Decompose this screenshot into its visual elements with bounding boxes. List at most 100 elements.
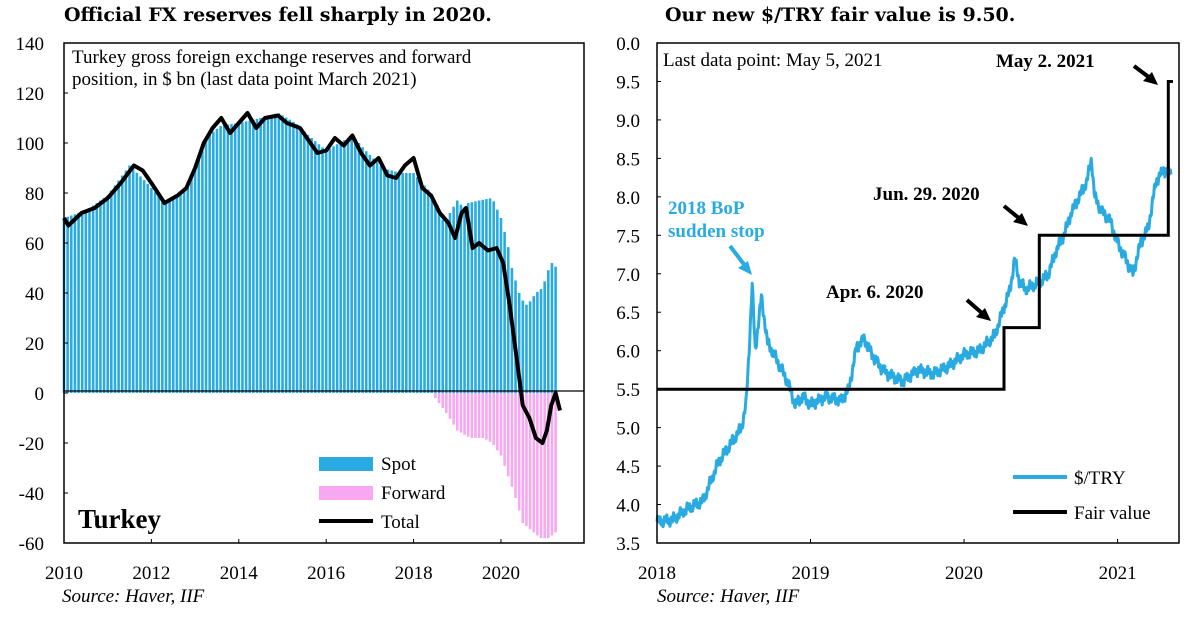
spot-bar bbox=[69, 215, 73, 393]
callout-apr-2020: Apr. 6. 2020 bbox=[826, 282, 923, 303]
spot-bar bbox=[262, 116, 266, 393]
forward-bar bbox=[492, 393, 495, 446]
forward-bar bbox=[474, 393, 477, 438]
spot-bar bbox=[397, 172, 401, 393]
spot-bar bbox=[131, 169, 135, 393]
callout-apr-2020-arrow bbox=[965, 298, 991, 321]
forward-bar bbox=[437, 393, 441, 403]
right-x-tick-label: 2021 bbox=[1099, 563, 1137, 584]
right-y-tick-label: 4.0 bbox=[616, 496, 640, 517]
spot-bar bbox=[521, 300, 525, 393]
spot-bar bbox=[379, 165, 383, 393]
right-x-tick-label: 2018 bbox=[638, 563, 676, 584]
spot-bar bbox=[150, 188, 153, 393]
spot-bar bbox=[423, 185, 426, 393]
left-annotation-line2: position, in $ bn (last data point March… bbox=[72, 69, 417, 90]
spot-bar bbox=[357, 143, 361, 393]
spot-bar bbox=[281, 115, 284, 393]
spot-bar bbox=[463, 207, 466, 393]
spot-bar bbox=[488, 198, 492, 393]
spot-bar bbox=[186, 181, 190, 393]
spot-bar bbox=[466, 203, 470, 393]
forward-bar bbox=[499, 393, 503, 456]
left-y-tick-label: -40 bbox=[19, 484, 44, 505]
spot-bar bbox=[204, 140, 208, 393]
spot-bar bbox=[492, 201, 495, 393]
spot-bar bbox=[88, 208, 91, 393]
forward-bar bbox=[485, 393, 488, 440]
spot-bar bbox=[543, 281, 546, 393]
forward-bar bbox=[510, 393, 514, 487]
left-x-tick-label: 2014 bbox=[220, 563, 259, 584]
spot-bar bbox=[66, 216, 69, 393]
callout-2018-line1: 2018 BoP bbox=[668, 198, 745, 219]
spot-bar bbox=[215, 128, 219, 394]
spot-bar bbox=[394, 171, 397, 393]
right-chart: 0.0 9.5 9.0 8.5 8.0 7.5 7.0 6.5 6.0 5.5 5.0 4.5 4.0 3… bbox=[616, 34, 1180, 584]
spot-bar bbox=[270, 114, 273, 393]
spot-bar bbox=[295, 124, 299, 393]
forward-bar bbox=[517, 393, 521, 511]
right-y-tick-label: 7.5 bbox=[616, 226, 640, 247]
right-y-tick-label: 6.0 bbox=[616, 342, 640, 363]
left-y-tick-label: 100 bbox=[16, 134, 45, 155]
left-annotation-line1: Turkey gross foreign exchange reserves a… bbox=[72, 47, 472, 68]
spot-bar bbox=[434, 203, 437, 393]
left-y-tick-label: 20 bbox=[25, 334, 44, 355]
spot-bar bbox=[503, 231, 506, 393]
left-y-ticks: 140 120 100 80 60 40 20 0 -20 -40 -60 bbox=[16, 34, 68, 555]
country-label: Turkey bbox=[78, 504, 162, 534]
right-legend: $/TRY Fair value bbox=[1013, 468, 1151, 524]
left-y-tick-label: 0 bbox=[35, 384, 45, 405]
spot-bar bbox=[142, 180, 146, 393]
spot-bar bbox=[288, 119, 292, 394]
spot-bar bbox=[95, 203, 99, 393]
spot-bar bbox=[539, 289, 543, 393]
spot-bar bbox=[499, 218, 503, 393]
spot-bar bbox=[310, 138, 313, 393]
right-y-ticks: 0.0 9.5 9.0 8.5 8.0 7.5 7.0 6.5 6.0 5.5 5.0 4.5 4.0 3… bbox=[616, 34, 661, 555]
spot-bar bbox=[346, 138, 350, 393]
spot-bar bbox=[164, 202, 168, 393]
spot-bar bbox=[153, 192, 157, 393]
spot-bar bbox=[175, 195, 179, 393]
spot-bar bbox=[219, 126, 222, 394]
forward-bar bbox=[470, 393, 474, 438]
spot-bar bbox=[208, 134, 211, 393]
spot-bar bbox=[536, 291, 539, 393]
spot-bar bbox=[554, 266, 557, 393]
left-chart-title: Official FX reserves fell sharply in 202… bbox=[64, 4, 492, 26]
forward-bar bbox=[459, 393, 463, 433]
spot-bar bbox=[306, 134, 310, 394]
left-y-tick-label: 140 bbox=[16, 34, 45, 55]
callout-may-2021-arrow bbox=[1132, 64, 1158, 85]
spot-bar bbox=[80, 211, 84, 393]
spot-bar bbox=[273, 113, 277, 393]
spot-bar bbox=[404, 173, 408, 393]
legend-fair-label: Fair value bbox=[1074, 503, 1151, 524]
legend-forward-swatch bbox=[319, 486, 373, 500]
spot-bar bbox=[354, 138, 357, 393]
forward-bar bbox=[466, 393, 470, 437]
spot-bar bbox=[485, 199, 488, 393]
forward-bar bbox=[514, 393, 517, 498]
spot-bar bbox=[368, 154, 372, 393]
right-y-tick-label: 4.5 bbox=[616, 457, 640, 478]
legend-usdtry-label: $/TRY bbox=[1074, 468, 1126, 489]
left-legend: Spot Forward Total bbox=[319, 454, 446, 533]
forward-bar bbox=[554, 393, 557, 533]
spot-bar bbox=[339, 142, 343, 393]
spot-bar bbox=[77, 213, 80, 393]
spot-bar bbox=[124, 170, 128, 393]
spot-bar bbox=[73, 214, 77, 393]
right-y-tick-label: 6.5 bbox=[616, 303, 640, 324]
left-y-tick-label: 40 bbox=[25, 284, 44, 305]
spot-bar bbox=[259, 118, 262, 393]
spot-bar bbox=[321, 147, 324, 393]
spot-bar bbox=[474, 201, 477, 393]
spot-bar bbox=[477, 200, 481, 393]
forward-bar bbox=[448, 393, 452, 419]
left-x-tick-label: 2016 bbox=[307, 563, 345, 584]
forward-bar bbox=[496, 393, 499, 451]
